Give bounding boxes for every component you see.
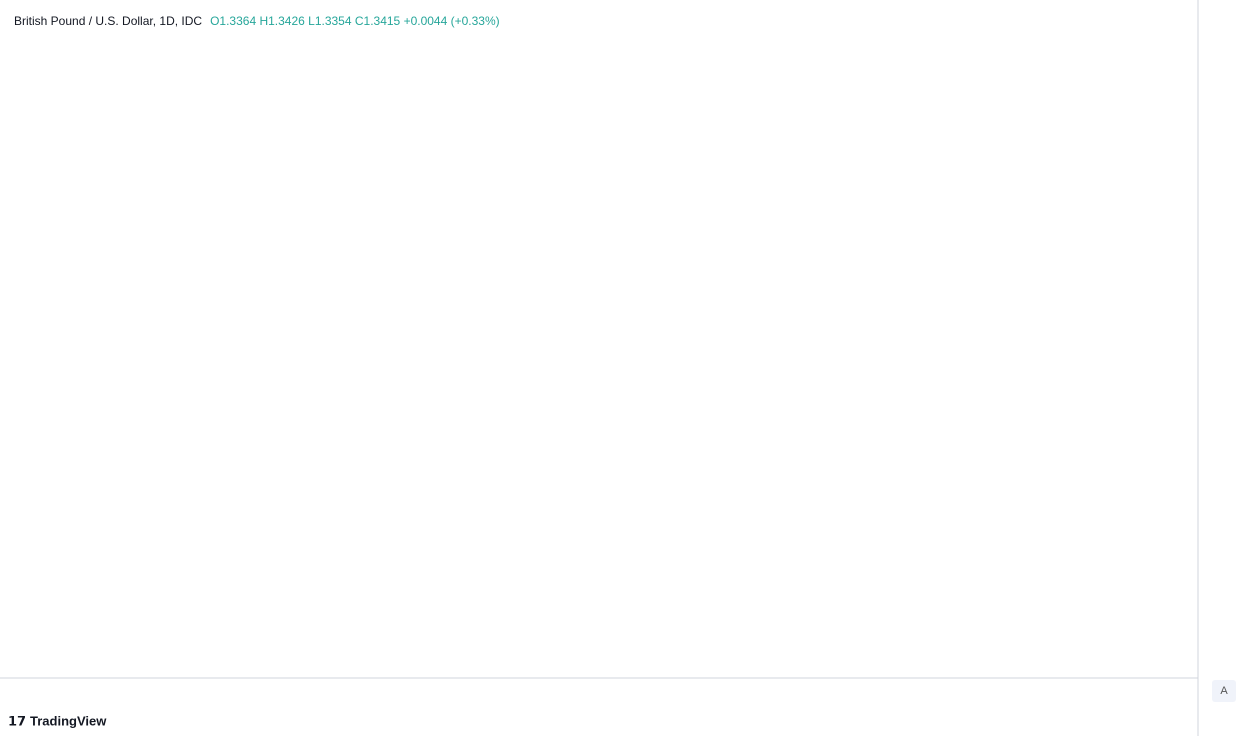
legend: British Pound / U.S. Dollar, 1D, IDC O1.3… xyxy=(14,14,500,28)
symbol: British Pound / U.S. Dollar, 1D, IDC xyxy=(14,14,202,28)
auto-scale-label: A xyxy=(1220,685,1228,697)
brand-logo: 𝟭𝟳 xyxy=(8,713,26,728)
auto-scale-button[interactable] xyxy=(1212,680,1236,702)
legend-symbol: British Pound / U.S. Dollar, 1D, IDC O1.3… xyxy=(14,14,500,28)
brand: TradingView xyxy=(30,713,107,728)
quote: O1.3364 H1.3426 L1.3354 C1.3415 +0.0044 … xyxy=(210,14,500,28)
